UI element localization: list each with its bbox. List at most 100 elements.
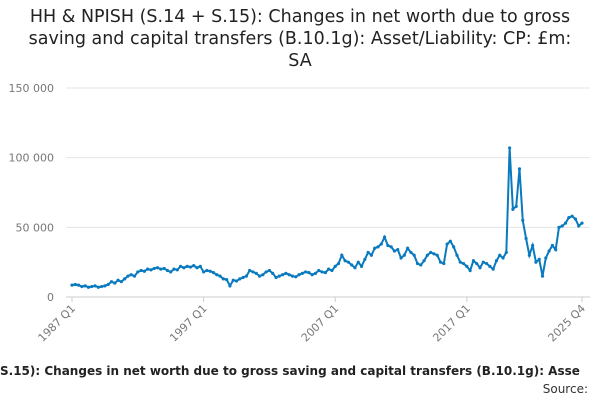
data-point bbox=[192, 264, 196, 268]
data-point bbox=[198, 264, 202, 268]
data-point bbox=[402, 253, 406, 257]
data-point bbox=[415, 261, 420, 266]
data-point bbox=[570, 214, 574, 218]
data-point bbox=[527, 253, 531, 257]
data-point bbox=[231, 278, 235, 282]
data-point bbox=[251, 270, 255, 274]
source-text: Source: bbox=[542, 382, 588, 396]
data-point bbox=[274, 275, 278, 280]
x-tick-label: 1997 Q1 bbox=[167, 302, 210, 345]
data-point bbox=[343, 259, 347, 263]
data-point bbox=[445, 242, 449, 246]
data-point bbox=[567, 215, 571, 220]
data-point bbox=[327, 267, 331, 271]
data-point bbox=[244, 274, 248, 278]
data-point bbox=[554, 248, 558, 252]
data-point bbox=[531, 243, 535, 248]
data-point bbox=[330, 268, 334, 273]
data-point bbox=[119, 280, 123, 284]
data-point bbox=[501, 256, 505, 260]
data-point bbox=[178, 264, 183, 268]
data-point bbox=[366, 250, 370, 255]
data-point bbox=[442, 261, 446, 266]
data-point bbox=[363, 257, 367, 261]
data-point bbox=[307, 271, 311, 275]
data-point bbox=[310, 273, 314, 277]
chart-title: HH & NPISH (S.14 + S.15): Changes in net… bbox=[28, 7, 572, 71]
data-point bbox=[142, 269, 146, 273]
data-point bbox=[221, 277, 225, 281]
data-point bbox=[106, 282, 110, 287]
data-point bbox=[540, 274, 545, 278]
data-point bbox=[425, 253, 429, 257]
data-point bbox=[373, 246, 377, 250]
data-point bbox=[577, 224, 581, 228]
data-point bbox=[369, 253, 374, 257]
data-point bbox=[452, 245, 456, 249]
data-point bbox=[458, 260, 462, 264]
data-point bbox=[123, 277, 127, 281]
data-point bbox=[182, 266, 186, 270]
data-point bbox=[129, 273, 133, 277]
data-point bbox=[290, 274, 295, 278]
data-point bbox=[432, 252, 436, 256]
data-point bbox=[100, 284, 104, 289]
data-point bbox=[103, 284, 107, 288]
data-point bbox=[468, 268, 472, 273]
data-point bbox=[185, 264, 189, 268]
data-point bbox=[152, 266, 156, 271]
data-point bbox=[524, 236, 528, 241]
data-point bbox=[208, 269, 212, 273]
x-tick-label: 2017 Q1 bbox=[430, 302, 473, 345]
data-point bbox=[560, 224, 564, 228]
data-point bbox=[550, 243, 554, 248]
data-point bbox=[511, 207, 515, 211]
data-point bbox=[573, 217, 578, 221]
data-point bbox=[461, 261, 466, 266]
data-point bbox=[267, 268, 272, 273]
data-point bbox=[238, 277, 242, 281]
data-point bbox=[514, 204, 518, 209]
data-point bbox=[241, 275, 245, 280]
data-point bbox=[264, 270, 268, 274]
x-tick-label: 2007 Q1 bbox=[299, 302, 342, 345]
data-point bbox=[471, 259, 476, 263]
data-point bbox=[517, 167, 522, 171]
data-point bbox=[139, 268, 143, 273]
data-point bbox=[386, 243, 390, 248]
data-point bbox=[225, 277, 229, 282]
data-point bbox=[132, 274, 137, 278]
data-point bbox=[149, 268, 153, 272]
data-point bbox=[96, 285, 100, 289]
data-point bbox=[396, 248, 400, 252]
data-point bbox=[165, 268, 170, 273]
data-point bbox=[254, 271, 258, 275]
data-point bbox=[537, 257, 541, 261]
data-point bbox=[234, 279, 239, 283]
y-tick-label: 0 bbox=[47, 291, 54, 304]
data-point bbox=[271, 271, 275, 275]
data-point bbox=[188, 265, 193, 269]
data-point bbox=[280, 273, 285, 277]
data-point bbox=[478, 266, 482, 270]
data-point bbox=[356, 260, 360, 264]
data-point bbox=[228, 284, 232, 288]
data-point bbox=[481, 260, 485, 264]
data-point bbox=[172, 267, 176, 271]
data-point bbox=[544, 256, 548, 260]
data-point bbox=[320, 270, 324, 274]
data-point bbox=[475, 261, 479, 266]
data-line bbox=[71, 147, 583, 289]
data-point bbox=[389, 245, 393, 249]
data-point bbox=[465, 264, 469, 268]
data-point bbox=[563, 221, 568, 225]
y-tick-label: 50 000 bbox=[16, 221, 55, 234]
data-point bbox=[202, 270, 206, 274]
data-point bbox=[294, 275, 298, 279]
data-point bbox=[70, 283, 74, 287]
data-point bbox=[215, 273, 219, 277]
data-point bbox=[521, 218, 525, 222]
data-point bbox=[86, 285, 91, 289]
data-point bbox=[547, 249, 551, 253]
